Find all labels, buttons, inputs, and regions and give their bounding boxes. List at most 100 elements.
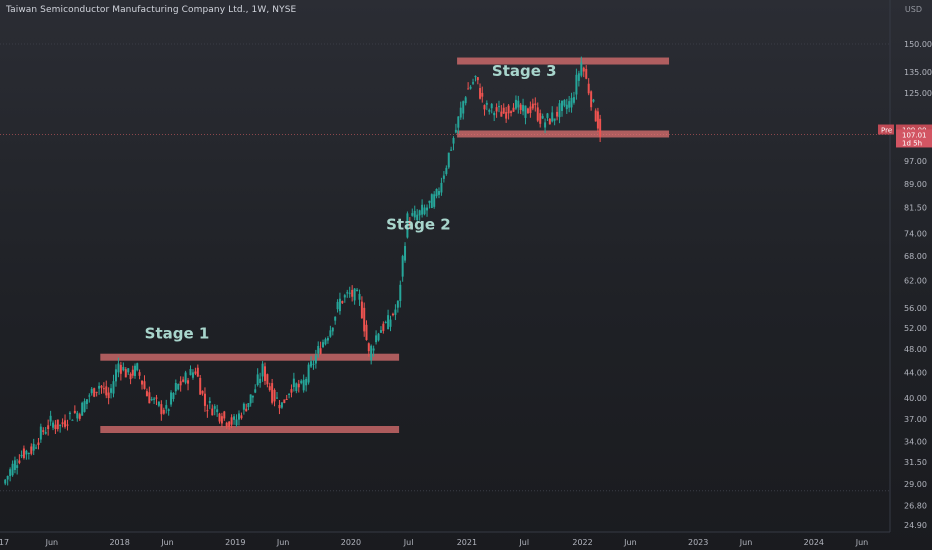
candle-body — [379, 330, 382, 333]
candle-body — [572, 97, 575, 103]
candle — [223, 410, 226, 421]
candle-body — [560, 100, 563, 111]
candle-body — [27, 452, 30, 454]
candle-body — [416, 214, 419, 221]
y-tick-label: 68.00 — [904, 252, 927, 261]
candle-body — [230, 417, 233, 425]
candle-body — [184, 372, 187, 383]
candle — [423, 204, 426, 216]
candle-body — [223, 411, 226, 419]
candle-body — [563, 100, 566, 106]
candle-body — [582, 67, 585, 72]
candle — [563, 99, 566, 108]
candle-body — [307, 364, 310, 383]
candle-body — [233, 416, 236, 420]
candle-body — [16, 465, 19, 468]
candle — [268, 382, 271, 392]
candle-body — [182, 379, 185, 382]
candle — [157, 401, 160, 408]
candle — [307, 362, 310, 385]
candle — [435, 188, 438, 199]
candle-body — [110, 388, 113, 393]
candle — [16, 458, 19, 475]
candle-body — [141, 380, 144, 385]
candle-body — [145, 391, 148, 397]
candle — [73, 405, 76, 414]
candle — [81, 401, 84, 416]
x-tick-label: Jun — [276, 538, 290, 547]
candle — [421, 199, 424, 218]
candle-body — [469, 86, 472, 89]
candle — [127, 368, 130, 375]
candle — [329, 325, 332, 338]
candle-body — [539, 113, 542, 124]
candle — [464, 96, 467, 106]
candle — [261, 361, 264, 382]
candle — [196, 364, 199, 378]
candle — [254, 384, 257, 394]
candle — [433, 191, 436, 209]
candle — [242, 402, 245, 415]
candle — [129, 372, 132, 385]
candle-body — [548, 118, 551, 125]
candle-body — [300, 380, 303, 384]
candle — [529, 101, 532, 118]
candle — [488, 108, 491, 115]
candle — [47, 419, 50, 436]
candle-body — [157, 401, 160, 406]
candle-body — [544, 122, 547, 128]
candle-body — [199, 378, 202, 395]
candle-body — [249, 394, 252, 404]
candle — [502, 103, 505, 114]
candle — [351, 285, 354, 302]
candle — [184, 370, 187, 385]
candle — [343, 293, 346, 303]
candle — [100, 385, 103, 394]
candle-body — [100, 385, 103, 388]
x-tick-label: 17 — [0, 538, 9, 547]
candle-body — [66, 424, 69, 426]
candle-body — [408, 221, 411, 225]
candle — [396, 300, 399, 313]
candle-body — [155, 397, 158, 399]
candle — [110, 384, 113, 399]
y-tick-label: 81.50 — [904, 203, 927, 212]
candle — [445, 165, 448, 176]
candle-body — [85, 399, 88, 405]
candle — [474, 75, 477, 82]
range-boxes — [100, 57, 670, 434]
candle — [228, 420, 231, 430]
candle-body — [52, 422, 55, 428]
candle — [587, 78, 590, 96]
candle — [413, 205, 416, 221]
candle — [117, 357, 120, 378]
candle-body — [288, 393, 291, 395]
candle — [490, 102, 493, 114]
candle — [457, 116, 460, 134]
candle — [399, 280, 402, 308]
candle-body — [138, 372, 141, 376]
candle-body — [61, 422, 64, 425]
candle — [546, 112, 549, 121]
candle — [442, 171, 445, 183]
candle-body — [529, 106, 532, 114]
candle — [510, 110, 513, 117]
candle — [367, 342, 370, 357]
candle — [138, 369, 141, 380]
candle-body — [375, 335, 378, 343]
x-tick-label: Jun — [160, 538, 174, 547]
candle — [32, 438, 35, 456]
candle — [249, 394, 252, 407]
candle-body — [136, 363, 139, 371]
candle-body — [596, 111, 599, 129]
candle — [64, 414, 67, 429]
grid-layer — [0, 0, 891, 533]
candle-body — [143, 381, 146, 389]
candle — [582, 66, 585, 78]
candle-body — [275, 397, 278, 399]
candle — [338, 292, 341, 315]
candle-body — [124, 369, 127, 378]
candle-body — [384, 322, 387, 324]
candle-body — [314, 355, 317, 364]
